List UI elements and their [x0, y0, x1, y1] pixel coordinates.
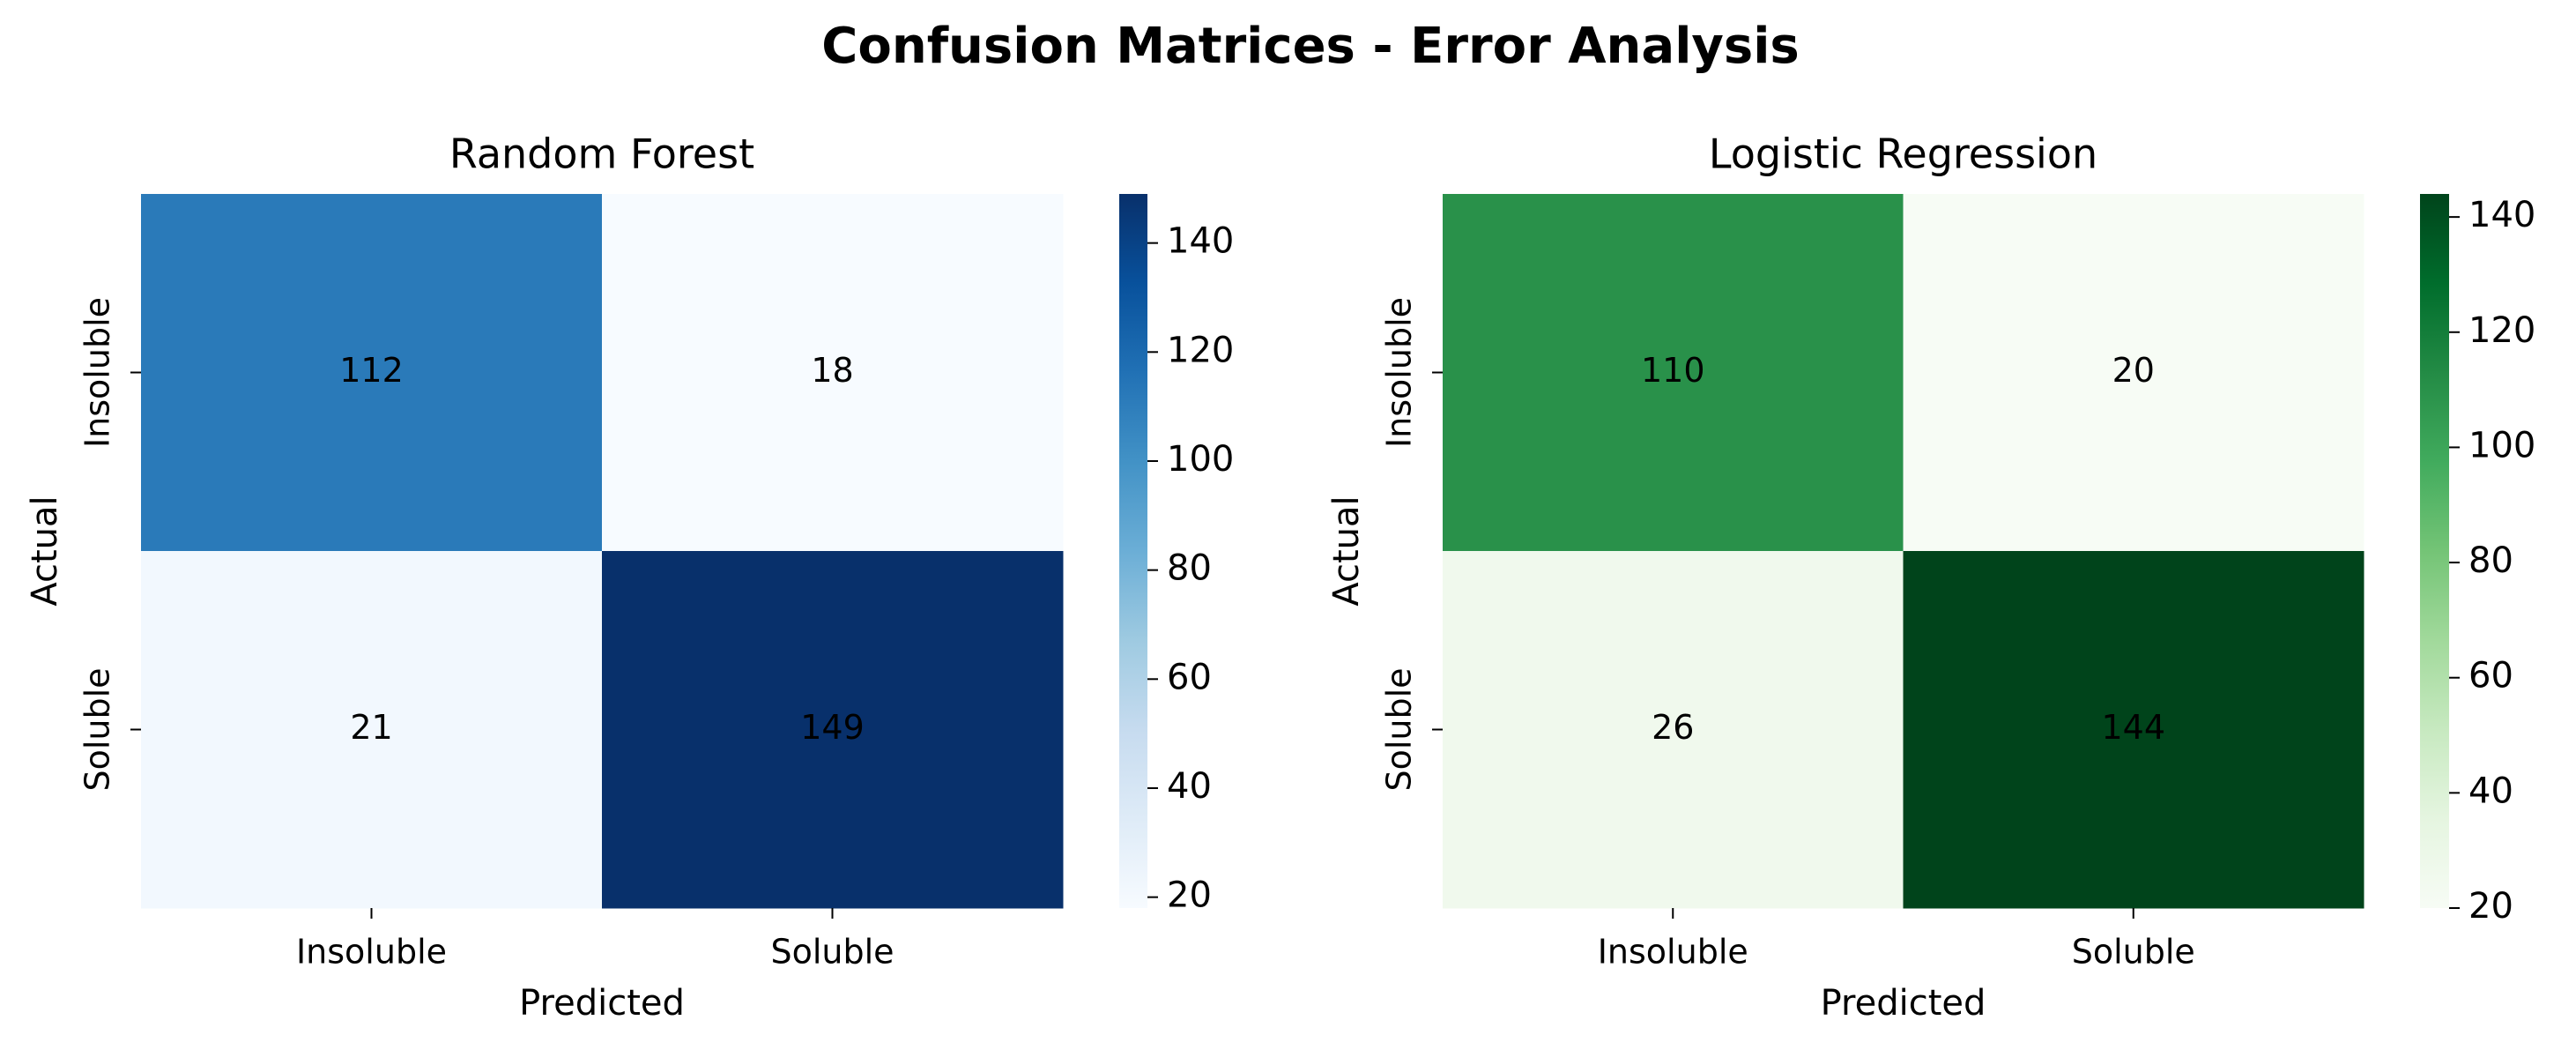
- colorbar-tick-label: 60: [2468, 656, 2513, 696]
- x-tick-label: Insoluble: [1598, 933, 1748, 972]
- figure-title: Confusion Matrices - Error Analysis: [821, 18, 1800, 75]
- heatmap-cell: [141, 194, 603, 552]
- cell-value-label: 144: [2101, 708, 2165, 747]
- x-axis-label: Predicted: [1821, 983, 1986, 1024]
- colorbar-tick-label: 80: [2468, 540, 2513, 581]
- cell-value-label: 112: [339, 351, 404, 390]
- x-tick-label: Insoluble: [296, 933, 447, 972]
- y-axis-label: Actual: [25, 495, 65, 606]
- colorbar-tick-label: 60: [1167, 657, 1212, 697]
- colorbar: [1119, 194, 1147, 908]
- y-tick-label: Insoluble: [1380, 297, 1419, 448]
- colorbar-tick-label: 40: [2468, 771, 2513, 811]
- heatmap-cell: [1903, 194, 2364, 552]
- colorbar-tick-label: 40: [1167, 766, 1212, 807]
- panel-title: Logistic Regression: [1709, 130, 2097, 178]
- heatmap-cell: [602, 551, 1064, 909]
- cell-value-label: 149: [800, 708, 865, 747]
- colorbar-tick-label: 120: [1167, 330, 1234, 370]
- colorbar: [2420, 194, 2449, 908]
- colorbar-tick-label: 20: [1167, 875, 1212, 916]
- y-tick-label: Soluble: [78, 667, 117, 791]
- heatmap-panel-2: Logistic Regression 110 20 26 144 Insoluble So…: [1326, 130, 2535, 1024]
- colorbar-tick-label: 100: [2468, 425, 2535, 465]
- cell-value-label: 26: [1652, 708, 1694, 747]
- colorbar-tick-label: 80: [1167, 548, 1212, 589]
- heatmap-cell: [1443, 551, 1904, 909]
- colorbar-tick-label: 140: [2468, 195, 2535, 235]
- cell-value-label: 110: [1641, 351, 1705, 390]
- x-tick-label: Soluble: [770, 933, 894, 972]
- heatmap-cell: [1903, 551, 2364, 909]
- cell-value-label: 21: [350, 708, 392, 747]
- heatmap-cell: [1443, 194, 1904, 552]
- colorbar-tick-label: 20: [2468, 886, 2513, 927]
- x-tick-label: Soluble: [2072, 933, 2195, 972]
- y-tick-label: Insoluble: [78, 297, 117, 448]
- colorbar-tick-label: 140: [1167, 221, 1234, 262]
- colorbar-tick-label: 100: [1167, 439, 1234, 480]
- x-axis-label: Predicted: [519, 983, 685, 1024]
- cell-value-label: 18: [811, 351, 853, 390]
- y-axis-label: Actual: [1326, 495, 1367, 606]
- heatmap-cell: [602, 194, 1064, 552]
- heatmap-panel-1: Random Forest 112 18 21 149 Insoluble Soluble I…: [25, 130, 1234, 1024]
- y-tick-label: Soluble: [1380, 667, 1419, 791]
- colorbar-tick-label: 120: [2468, 310, 2535, 351]
- cell-value-label: 20: [2112, 351, 2155, 390]
- heatmap-cell: [141, 551, 603, 909]
- panel-title: Random Forest: [449, 130, 754, 178]
